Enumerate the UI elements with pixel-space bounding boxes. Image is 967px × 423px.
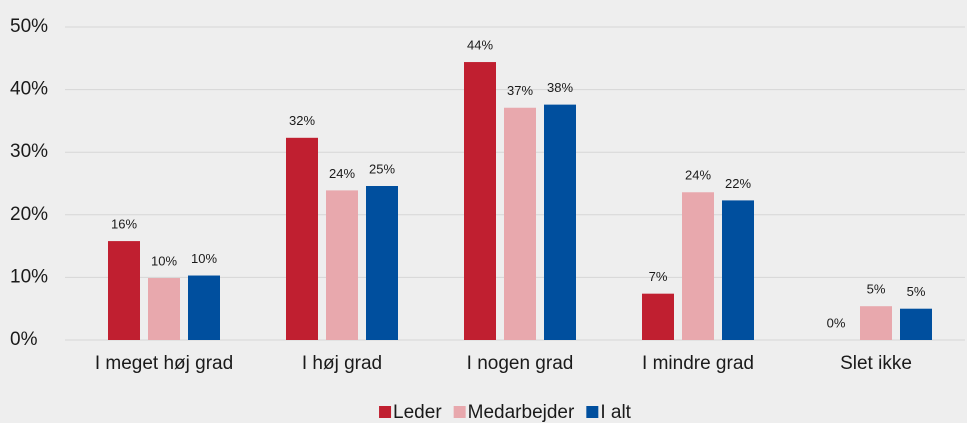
legend-label: I alt	[600, 402, 631, 423]
bar	[326, 190, 358, 340]
x-tick-label: I høj grad	[302, 353, 382, 374]
y-tick-label: 50%	[10, 16, 48, 37]
value-label: 32%	[289, 113, 315, 128]
bar	[188, 275, 220, 340]
legend-swatch	[379, 406, 392, 418]
x-tick-label: I nogen grad	[467, 353, 574, 374]
legend-label: Medarbejder	[468, 402, 575, 423]
value-label: 16%	[111, 217, 137, 232]
y-tick-label: 40%	[10, 79, 48, 100]
value-label: 10%	[151, 253, 177, 268]
legend-label: Leder	[393, 402, 442, 423]
x-tick-label: I mindre grad	[642, 353, 754, 374]
bar	[464, 62, 496, 340]
bar	[504, 107, 536, 340]
bar	[860, 306, 892, 340]
value-label: 22%	[725, 176, 751, 191]
bar	[682, 192, 714, 340]
value-label: 0%	[827, 315, 846, 330]
bar	[544, 104, 576, 341]
bar	[108, 241, 140, 340]
bar	[642, 293, 674, 340]
value-label: 25%	[369, 161, 395, 176]
value-label: 37%	[507, 83, 533, 98]
value-label: 44%	[467, 37, 493, 52]
y-tick-label: 10%	[10, 266, 48, 287]
bar	[900, 308, 932, 340]
legend-swatch	[453, 406, 466, 418]
value-label: 10%	[191, 251, 217, 266]
value-label: 24%	[685, 168, 711, 183]
value-label: 38%	[547, 80, 573, 95]
value-label: 7%	[649, 269, 668, 284]
bar	[148, 278, 180, 340]
bar	[722, 200, 754, 340]
value-label: 24%	[329, 166, 355, 181]
x-tick-label: I meget høj grad	[95, 353, 233, 374]
value-label: 5%	[867, 282, 886, 297]
value-label: 5%	[907, 284, 926, 299]
y-tick-label: 30%	[10, 141, 48, 162]
y-tick-label: 0%	[10, 329, 38, 350]
x-tick-label: Slet ikke	[840, 353, 912, 374]
legend: Leder Medarbejder I alt	[379, 402, 632, 423]
legend-swatch	[586, 406, 599, 418]
y-tick-label: 20%	[10, 204, 48, 225]
bar	[366, 186, 398, 340]
bar	[286, 137, 318, 340]
